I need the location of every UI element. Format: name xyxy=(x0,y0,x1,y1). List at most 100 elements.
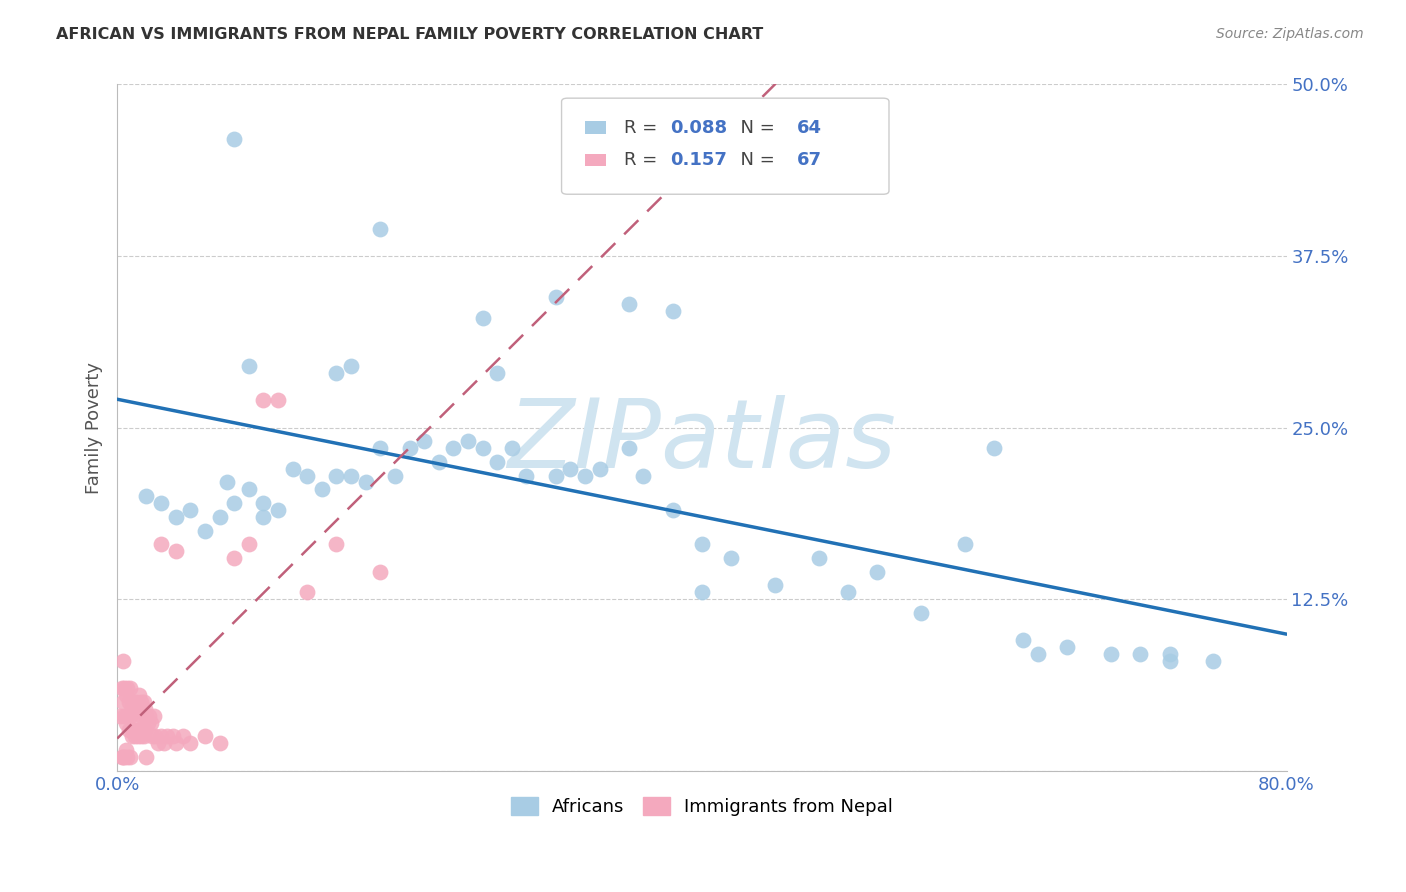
Point xyxy=(763,578,786,592)
Point xyxy=(115,715,138,730)
Point xyxy=(132,730,155,744)
Point xyxy=(617,297,640,311)
Point xyxy=(128,688,150,702)
Point xyxy=(153,736,176,750)
Point xyxy=(131,708,153,723)
Point xyxy=(252,509,274,524)
Point xyxy=(384,468,406,483)
Point xyxy=(125,723,148,737)
Legend: Africans, Immigrants from Nepal: Africans, Immigrants from Nepal xyxy=(503,789,900,823)
Point xyxy=(441,441,464,455)
Point xyxy=(135,708,157,723)
Point xyxy=(114,681,136,696)
Point xyxy=(252,496,274,510)
Point xyxy=(953,537,976,551)
Point xyxy=(1129,647,1152,661)
Point xyxy=(114,750,136,764)
Point xyxy=(156,730,179,744)
Point xyxy=(138,708,160,723)
Point xyxy=(122,723,145,737)
Text: 0.157: 0.157 xyxy=(671,151,727,169)
Point xyxy=(131,723,153,737)
Text: 67: 67 xyxy=(797,151,821,169)
Point xyxy=(118,723,141,737)
Point xyxy=(194,524,217,538)
Point xyxy=(112,750,135,764)
Point xyxy=(194,730,217,744)
Point xyxy=(118,695,141,709)
Point xyxy=(720,551,742,566)
Point xyxy=(1159,654,1181,668)
Text: R =: R = xyxy=(623,151,662,169)
Point xyxy=(325,366,347,380)
Text: Source: ZipAtlas.com: Source: ZipAtlas.com xyxy=(1216,27,1364,41)
Point xyxy=(238,359,260,373)
Point xyxy=(135,489,157,503)
Point xyxy=(120,750,142,764)
Point xyxy=(127,708,149,723)
Point xyxy=(1026,647,1049,661)
Point xyxy=(108,708,131,723)
Point xyxy=(661,304,683,318)
Point xyxy=(132,695,155,709)
Point xyxy=(983,441,1005,455)
Point xyxy=(129,730,152,744)
Point xyxy=(124,730,146,744)
Point xyxy=(501,441,523,455)
Point xyxy=(172,730,194,744)
Point xyxy=(129,695,152,709)
Point xyxy=(142,708,165,723)
Point xyxy=(224,132,246,146)
Point xyxy=(122,695,145,709)
Point xyxy=(110,681,132,696)
Point xyxy=(114,708,136,723)
Point xyxy=(486,366,509,380)
Point xyxy=(165,509,187,524)
Point xyxy=(115,688,138,702)
Text: ZIPatlas: ZIPatlas xyxy=(508,395,896,488)
Point xyxy=(368,565,391,579)
Point xyxy=(115,743,138,757)
Point xyxy=(354,475,377,490)
Point xyxy=(866,565,889,579)
Point xyxy=(135,750,157,764)
Point xyxy=(224,496,246,510)
Point xyxy=(208,509,231,524)
Point xyxy=(117,708,139,723)
Point xyxy=(150,730,173,744)
Point xyxy=(136,715,159,730)
Point xyxy=(134,702,156,716)
FancyBboxPatch shape xyxy=(561,98,889,194)
Point xyxy=(150,496,173,510)
Point xyxy=(112,654,135,668)
Point xyxy=(208,736,231,750)
Point xyxy=(837,585,859,599)
Point xyxy=(427,455,450,469)
Point xyxy=(471,441,494,455)
Point xyxy=(267,393,290,408)
Point xyxy=(162,730,184,744)
Point xyxy=(325,537,347,551)
Point xyxy=(1202,654,1225,668)
Text: AFRICAN VS IMMIGRANTS FROM NEPAL FAMILY POVERTY CORRELATION CHART: AFRICAN VS IMMIGRANTS FROM NEPAL FAMILY … xyxy=(56,27,763,42)
Point xyxy=(125,695,148,709)
Point xyxy=(165,736,187,750)
Point xyxy=(1056,640,1078,655)
Point xyxy=(224,551,246,566)
Point xyxy=(179,503,201,517)
Point xyxy=(544,290,567,304)
Point xyxy=(128,723,150,737)
Point xyxy=(1012,633,1035,648)
Point xyxy=(311,483,333,497)
Point xyxy=(340,359,363,373)
Point xyxy=(1159,647,1181,661)
Point xyxy=(112,695,135,709)
Text: 0.088: 0.088 xyxy=(671,119,727,136)
Point xyxy=(544,468,567,483)
Point xyxy=(515,468,537,483)
Point xyxy=(215,475,238,490)
Point xyxy=(368,221,391,235)
Point xyxy=(661,503,683,517)
Point xyxy=(690,585,713,599)
Point xyxy=(121,730,143,744)
